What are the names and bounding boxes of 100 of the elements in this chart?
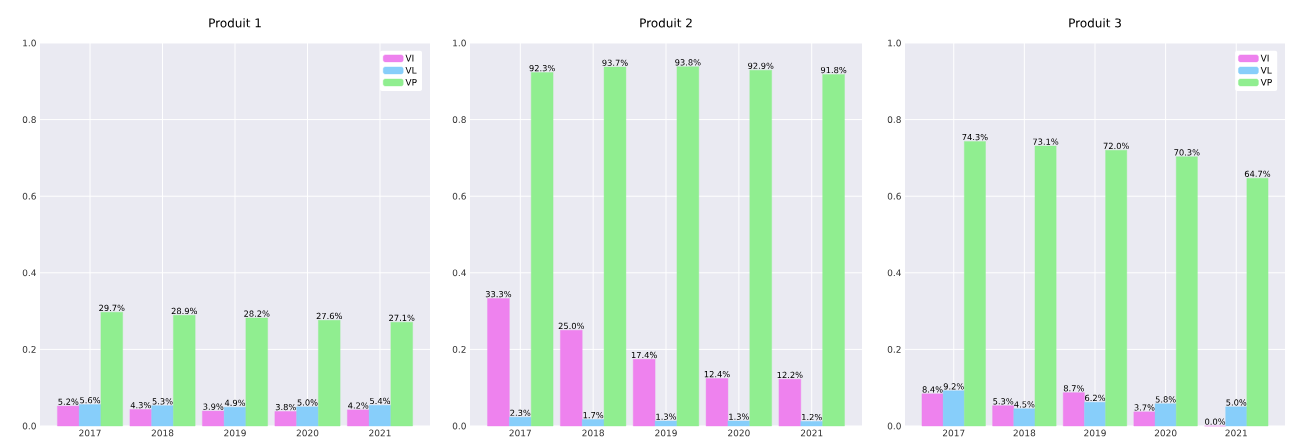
x-tick-label: 2017 [509, 429, 531, 437]
y-tick-label: 0.8 [22, 116, 36, 123]
data-label: 1.7% [583, 411, 604, 419]
data-label: 2.3% [510, 409, 531, 416]
x-tick-label: 2017 [942, 429, 965, 437]
legend-label: VI [405, 54, 414, 62]
y-tick-label: 1.0 [888, 39, 901, 47]
bar [1154, 403, 1177, 427]
data-label: 92.3% [529, 65, 555, 72]
legend-label: VL [405, 66, 417, 74]
bar [992, 405, 1014, 427]
data-label: 8.4% [922, 386, 943, 393]
chart-title: Produit 2 [640, 18, 692, 28]
y-tick-label: 0.4 [887, 269, 901, 277]
bar [173, 315, 196, 427]
y-tick-label: 0.6 [22, 192, 36, 200]
bar [57, 405, 80, 427]
bar [1084, 402, 1106, 427]
y-tick-label: 0.0 [22, 422, 36, 430]
bar [509, 416, 532, 427]
y-tick-label: 1.0 [453, 39, 466, 47]
data-label: 17.4% [631, 351, 657, 359]
bar [778, 379, 801, 427]
bar [727, 420, 750, 427]
data-label: 73.1% [1033, 138, 1059, 145]
bar [274, 411, 297, 427]
bar [749, 69, 772, 427]
data-label: 1.2% [802, 413, 822, 421]
data-label: 70.3% [1174, 149, 1200, 156]
x-tick-label: 2019 [224, 429, 246, 437]
bar [676, 66, 699, 427]
data-label: 5.0% [1226, 399, 1247, 406]
data-label: 4.2% [348, 402, 369, 409]
x-tick-label: 2020 [728, 429, 750, 437]
data-label: 72.0% [1103, 142, 1129, 150]
bar [318, 320, 341, 427]
x-tick-label: 2020 [1154, 429, 1177, 437]
x-tick-label: 2018 [582, 429, 604, 437]
data-label: 93.7% [602, 59, 628, 66]
data-label: 4.3% [130, 402, 151, 409]
x-tick-label: 2021 [800, 429, 823, 437]
y-tick-label: 0.4 [22, 269, 36, 277]
bar [487, 298, 510, 427]
y-tick-label: 0.8 [887, 116, 901, 123]
bar [531, 72, 554, 427]
bar [347, 409, 370, 427]
data-label: 3.7% [1134, 404, 1155, 411]
data-label: 5.4% [370, 397, 391, 405]
bar [1246, 177, 1269, 427]
data-label: 3.8% [275, 403, 296, 411]
x-tick-label: 2019 [655, 429, 677, 437]
data-label: 64.7% [1244, 170, 1271, 177]
y-tick-label: 0.6 [452, 192, 466, 200]
bar [705, 378, 729, 427]
x-tick-label: 2019 [1084, 429, 1106, 437]
bar [245, 317, 268, 427]
bar [921, 393, 944, 427]
bar [100, 312, 123, 427]
legend-label: VP [1260, 78, 1272, 86]
x-tick-label: 2017 [79, 429, 101, 437]
data-label: 27.6% [316, 312, 342, 320]
bar [1034, 145, 1057, 427]
data-label: 4.5% [1014, 401, 1035, 408]
bar [390, 322, 413, 427]
bar [1013, 408, 1036, 427]
data-label: 5.3% [993, 398, 1014, 405]
y-tick-label: 0.8 [452, 116, 466, 123]
data-label: 1.3% [656, 413, 677, 420]
legend-label: VL [1260, 66, 1272, 74]
data-label: 5.3% [152, 398, 173, 405]
data-label: 33.3% [485, 290, 512, 298]
chart-title: Produit 1 [209, 18, 261, 28]
bar [582, 419, 605, 427]
bar [942, 390, 965, 427]
y-tick-label: 0.0 [887, 422, 901, 430]
bar [800, 421, 823, 427]
data-label: 0.0% [1205, 418, 1226, 425]
data-label: 27.1% [389, 314, 415, 321]
data-label: 28.9% [171, 307, 197, 315]
data-label: 28.2% [244, 310, 270, 317]
bar [1133, 411, 1156, 427]
y-tick-label: 1.0 [23, 39, 36, 47]
data-label: 25.0% [558, 322, 584, 330]
data-label: 5.8% [1155, 396, 1176, 403]
y-tick-label: 0.0 [452, 422, 466, 430]
data-label: 12.4% [704, 371, 730, 378]
bar [151, 405, 174, 427]
data-label: 93.8% [675, 59, 701, 66]
legend-label: VI [1260, 54, 1269, 62]
data-label: 92.9% [748, 62, 774, 69]
bar [1225, 406, 1248, 427]
bar [1105, 150, 1127, 427]
bar [654, 420, 678, 427]
bar [822, 74, 845, 427]
data-label: 6.2% [1085, 394, 1106, 402]
data-label: 9.2% [943, 383, 964, 390]
bar [223, 407, 247, 427]
bar [603, 66, 627, 427]
data-label: 91.8% [820, 66, 847, 74]
legend-label: VP [405, 78, 417, 86]
